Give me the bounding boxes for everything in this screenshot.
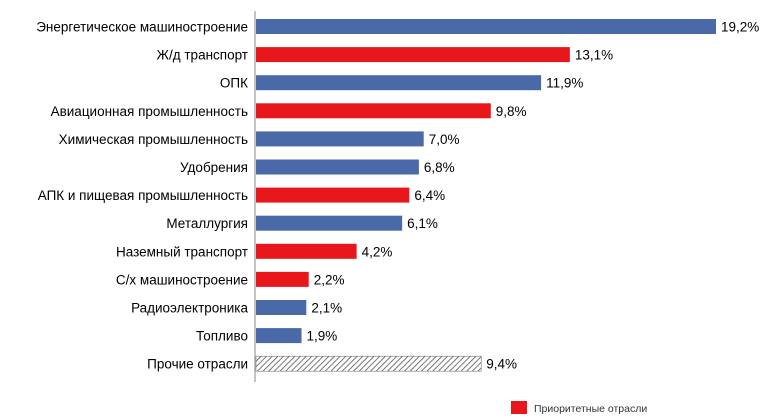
category-label: Энергетическое машиностроение — [36, 20, 248, 35]
category-label: С/х машиностроение — [116, 272, 248, 287]
value-label: 4,2% — [362, 244, 393, 259]
value-label: 6,1% — [407, 216, 438, 231]
bar-priority — [256, 103, 491, 119]
category-label: Химическая промышленность — [59, 132, 248, 147]
bar-normal — [256, 328, 302, 344]
bar-normal — [256, 159, 419, 175]
bar-normal — [256, 300, 307, 315]
value-label: 6,4% — [414, 188, 445, 203]
value-label: 9,4% — [486, 357, 517, 372]
value-label: 13,1% — [575, 48, 613, 63]
value-label: 11,9% — [546, 76, 583, 91]
category-label: ОПК — [220, 76, 248, 91]
bar-priority — [256, 243, 357, 259]
category-label: АПК и пищевая промышленность — [38, 188, 248, 203]
category-label: Радиоэлектроника — [131, 301, 248, 316]
value-label: 19,2% — [721, 20, 759, 35]
legend: Приоритетные отрасли — [511, 401, 647, 415]
value-label: 1,9% — [307, 329, 338, 344]
category-label: Прочие отрасли — [147, 357, 248, 372]
value-label: 7,0% — [429, 132, 460, 147]
bar-normal — [256, 215, 403, 231]
bar-normal — [256, 131, 424, 147]
category-label: Металлургия — [166, 216, 248, 231]
bar-other — [255, 355, 482, 372]
legend-label-priority: Приоритетные отрасли — [534, 403, 647, 415]
bar-priority — [256, 187, 410, 203]
category-label: Топливо — [196, 329, 248, 344]
value-label: 2,2% — [314, 272, 345, 287]
category-label: Наземный транспорт — [116, 244, 248, 259]
category-label: Удобрения — [180, 160, 248, 175]
bar-priority — [256, 47, 570, 63]
bar-normal — [256, 19, 716, 34]
value-label: 2,1% — [311, 301, 342, 316]
value-label: 6,8% — [424, 160, 455, 175]
value-label: 9,8% — [496, 104, 527, 119]
category-label: Авиационная промышленность — [51, 104, 248, 119]
legend-swatch-priority — [511, 401, 527, 414]
bar-normal — [256, 75, 542, 91]
bar-priority — [256, 271, 309, 287]
category-label: Ж/д транспорт — [157, 48, 248, 63]
